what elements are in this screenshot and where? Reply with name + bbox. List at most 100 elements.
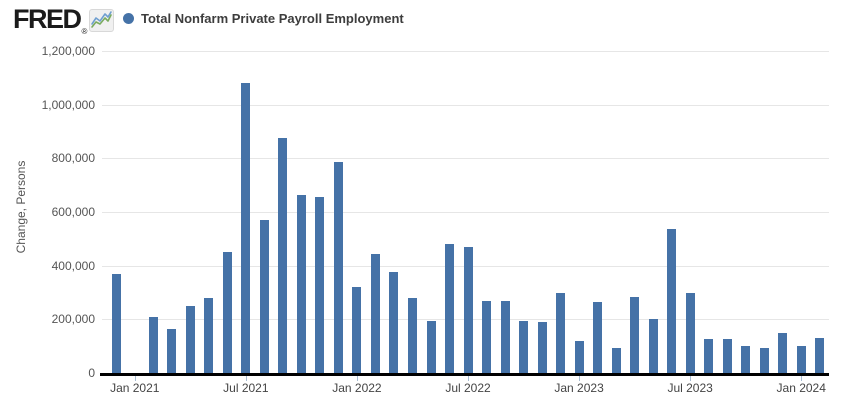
gridline <box>102 51 829 52</box>
icon-background <box>89 9 115 32</box>
bar[interactable] <box>185 305 195 373</box>
bar[interactable] <box>741 346 751 373</box>
x-axis-line <box>100 373 829 376</box>
bar[interactable] <box>796 346 806 373</box>
bar-slot <box>144 51 163 373</box>
bar-slot <box>329 51 348 373</box>
bar-slot <box>107 51 126 373</box>
x-axis-tick-label: Jan 2023 <box>554 381 604 395</box>
bar[interactable] <box>222 252 232 373</box>
x-axis-ticks <box>107 376 829 382</box>
bar-slot <box>644 51 663 373</box>
bar-slot <box>551 51 570 373</box>
bar-slot <box>533 51 552 373</box>
bar-slot <box>496 51 515 373</box>
x-axis-tick-label: Jan 2021 <box>110 381 160 395</box>
bar[interactable] <box>648 319 658 373</box>
bar-slot <box>163 51 182 373</box>
bar[interactable] <box>111 273 121 373</box>
bar[interactable] <box>408 297 417 373</box>
fred-logo[interactable]: FRED ® <box>13 4 115 37</box>
bar[interactable] <box>278 138 288 373</box>
bar-slot <box>477 51 496 373</box>
bar[interactable] <box>296 194 306 373</box>
x-axis-tick-mark <box>468 376 469 381</box>
x-axis-tick-mark <box>690 376 692 381</box>
y-axis-tick-label: 1,000,000 <box>41 97 95 112</box>
bar[interactable] <box>759 347 769 373</box>
bar[interactable] <box>500 300 510 373</box>
bar[interactable] <box>778 332 788 373</box>
bar[interactable] <box>241 83 251 373</box>
bar[interactable] <box>370 253 380 373</box>
bar-slot <box>588 51 607 373</box>
bar-slot <box>311 51 330 373</box>
bar-slot <box>681 51 700 373</box>
x-axis-tick-mark <box>356 376 358 381</box>
bar-slot <box>218 51 237 373</box>
bar[interactable] <box>204 297 214 373</box>
icon-line-blue <box>91 11 113 25</box>
y-axis-tick-label: 800,000 <box>51 151 95 166</box>
bar[interactable] <box>389 272 399 373</box>
bar-slot <box>237 51 256 373</box>
bar[interactable] <box>556 292 566 373</box>
bar-slot <box>737 51 756 373</box>
bar[interactable] <box>593 301 603 373</box>
registered-mark: ® <box>81 27 88 36</box>
legend-item[interactable]: Total Nonfarm Private Payroll Employment <box>123 11 404 26</box>
x-axis-tick-mark <box>134 376 136 381</box>
x-axis-tick-mark <box>801 376 803 381</box>
bar[interactable] <box>333 162 343 373</box>
bar[interactable] <box>685 292 695 373</box>
icon-line-green <box>91 14 113 28</box>
bar[interactable] <box>704 339 714 373</box>
bar-slot <box>570 51 589 373</box>
bar[interactable] <box>630 296 640 373</box>
bar[interactable] <box>315 197 325 373</box>
bar[interactable] <box>519 320 529 373</box>
legend-series-label: Total Nonfarm Private Payroll Employment <box>141 11 404 26</box>
bar[interactable] <box>537 322 547 373</box>
bar[interactable] <box>574 340 584 373</box>
bar[interactable] <box>148 316 158 373</box>
bar[interactable] <box>482 300 492 373</box>
bar[interactable] <box>259 220 269 373</box>
bar[interactable] <box>426 320 436 373</box>
bar[interactable] <box>167 328 177 373</box>
bar-slot <box>348 51 367 373</box>
bar-slot <box>385 51 404 373</box>
bar-slot <box>126 51 145 373</box>
bar[interactable] <box>445 244 455 373</box>
x-axis-tick-label: Jul 2021 <box>223 381 269 395</box>
bar-slot <box>366 51 385 373</box>
bar-slot <box>200 51 219 373</box>
bar-slot <box>811 51 830 373</box>
bars-plot-area <box>107 51 829 373</box>
gridline <box>102 158 829 160</box>
x-axis-labels: Jan 2021 Jul 2021 Jan 2022 Jul 2022 Jan 2023… <box>107 381 829 397</box>
bar-slot <box>700 51 719 373</box>
bar-slot <box>255 51 274 373</box>
bar-slot <box>440 51 459 373</box>
bar-slot <box>625 51 644 373</box>
bar-slot <box>792 51 811 373</box>
bar[interactable] <box>815 338 825 373</box>
bar-slot <box>662 51 681 373</box>
bar-slot <box>422 51 441 373</box>
bar-slot <box>403 51 422 373</box>
bar-slot <box>607 51 626 373</box>
bar[interactable] <box>722 339 732 373</box>
fred-logo-text: FRED <box>13 4 82 34</box>
bar[interactable] <box>463 246 473 373</box>
y-axis-tick-label: 1,200,000 <box>41 44 95 58</box>
y-axis-tick-label: 200,000 <box>51 312 95 327</box>
gridline <box>102 212 829 213</box>
y-axis-tick-label: 600,000 <box>51 205 95 219</box>
bar-slot <box>181 51 200 373</box>
bar[interactable] <box>611 347 621 373</box>
bar[interactable] <box>352 287 362 373</box>
bar-slot <box>292 51 311 373</box>
bar-slot <box>755 51 774 373</box>
bar[interactable] <box>667 229 677 373</box>
